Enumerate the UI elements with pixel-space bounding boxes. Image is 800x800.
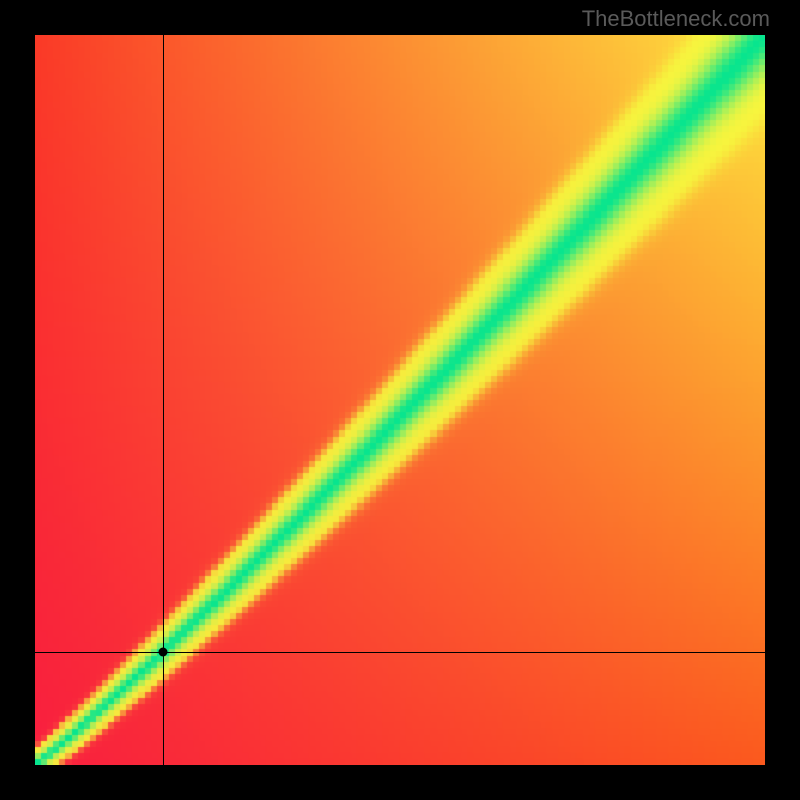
crosshair-marker: [158, 647, 167, 656]
heatmap-canvas: [35, 35, 765, 765]
watermark-text: TheBottleneck.com: [582, 6, 770, 32]
crosshair-horizontal: [35, 652, 765, 653]
heatmap-plot: [35, 35, 765, 765]
